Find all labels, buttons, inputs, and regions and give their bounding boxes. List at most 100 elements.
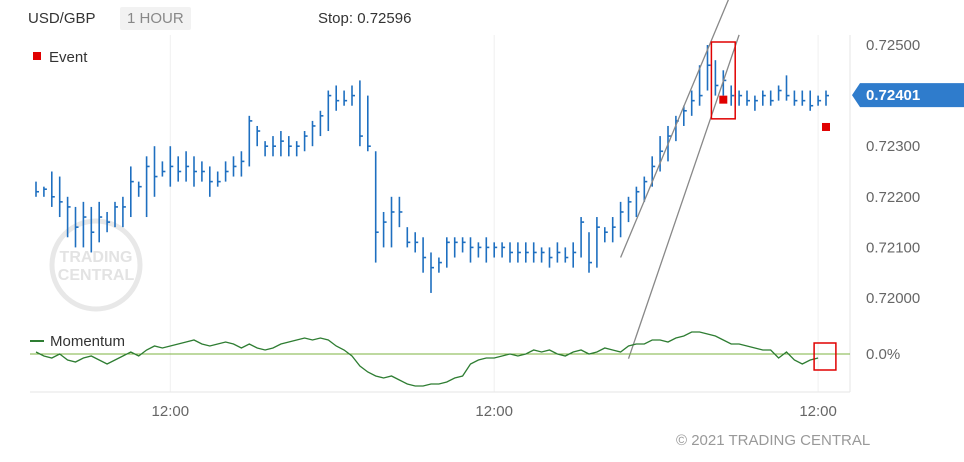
event-markers: [710, 41, 830, 131]
price-bar: [145, 156, 150, 218]
price-bar: [74, 206, 79, 248]
price-bar: [501, 242, 506, 258]
legend-momentum-label: Momentum: [50, 333, 126, 350]
channel-line-2: [620, 0, 729, 258]
price-bar: [58, 176, 63, 218]
price-bar: [461, 237, 466, 253]
price-bar: [619, 201, 624, 238]
price-bar: [390, 196, 395, 248]
price-bar: [82, 201, 87, 248]
price-bar: [106, 211, 111, 233]
price-bar: [469, 237, 474, 263]
price-bar: [50, 171, 55, 207]
price-bar: [224, 161, 229, 182]
price-bar: [477, 242, 482, 258]
price-bar: [248, 115, 253, 167]
price-bar: [122, 196, 126, 228]
price-bar: [509, 242, 513, 263]
price-bar: [769, 90, 774, 106]
price-bar: [272, 136, 276, 157]
price-bar: [698, 65, 703, 106]
price-bar: [327, 90, 332, 132]
price-bar: [493, 242, 498, 258]
price-bar: [193, 156, 197, 187]
price-bar: [280, 131, 284, 157]
watermark-line1: TRADING: [60, 249, 133, 266]
price-bar: [256, 125, 261, 147]
price-bar: [556, 242, 561, 263]
price-bar: [414, 232, 419, 253]
price-bar: [524, 242, 529, 263]
price-bar: [438, 257, 442, 273]
momentum-line: [35, 331, 819, 387]
legend-event: Event: [33, 49, 87, 66]
price-bar: [35, 181, 39, 197]
price-bar: [153, 146, 158, 197]
price-bar: [201, 161, 205, 182]
price-bar: [335, 85, 340, 111]
price-tick-label: 0.72200: [866, 189, 920, 206]
price-bar: [485, 237, 490, 263]
price-bar: [603, 227, 608, 243]
momentum-highlight-box: [813, 342, 837, 371]
price-bar: [627, 196, 632, 223]
event-marker: [719, 95, 728, 104]
price-bar: [422, 237, 427, 273]
price-bar: [540, 247, 545, 263]
currency-pair: USD/GBP: [28, 10, 96, 27]
current-price-label: 0.72401: [852, 83, 964, 108]
momentum-tick-label: 0.0%: [866, 346, 900, 363]
current-price-value: 0.72401: [866, 87, 920, 104]
price-bar: [406, 227, 411, 248]
price-bar: [240, 151, 245, 177]
price-bar: [185, 151, 190, 182]
time-axis: 12:00 12:00 12:00: [152, 403, 837, 420]
price-bar: [114, 201, 118, 228]
price-tick-label: 0.72300: [866, 138, 920, 155]
price-bar: [232, 156, 237, 177]
price-bar: [295, 141, 300, 157]
time-tick-label: 12:00: [799, 403, 837, 420]
price-bar: [532, 242, 537, 263]
price-bar: [611, 217, 616, 243]
event-marker: [822, 122, 830, 131]
price-bar: [564, 247, 569, 263]
chart-header: USD/GBP 1 HOUR Stop: 0.72596: [0, 0, 964, 40]
price-bar: [785, 75, 790, 101]
time-tick-label: 12:00: [475, 403, 513, 420]
price-bar: [98, 201, 103, 243]
price-bar: [287, 136, 292, 157]
price-bar: [311, 120, 316, 147]
price-bar: [714, 60, 719, 96]
price-bar: [817, 95, 822, 106]
price-bar: [374, 151, 379, 263]
price-bar: [382, 211, 387, 248]
price-bar: [137, 181, 142, 197]
price-bar: [572, 242, 577, 268]
price-bar: [453, 237, 458, 258]
price-bar: [351, 85, 355, 106]
price-bar: [635, 186, 640, 218]
price-bar: [430, 252, 434, 293]
price-bar: [682, 105, 687, 126]
price-series: [35, 45, 829, 293]
price-bar: [445, 237, 450, 268]
price-bar: [777, 85, 782, 101]
price-bar: [596, 217, 600, 268]
legend-event-label: Event: [49, 49, 88, 66]
price-bar: [809, 90, 814, 111]
price-bar: [801, 90, 806, 106]
price-bar: [690, 90, 695, 116]
time-tick-label: 12:00: [152, 403, 190, 420]
price-bar: [359, 80, 363, 147]
price-bar: [43, 186, 47, 197]
price-bar: [588, 232, 592, 273]
price-tick-label: 0.72000: [866, 290, 920, 307]
price-bar: [216, 171, 221, 187]
momentum-swatch: [30, 340, 44, 342]
timeframe-button[interactable]: 1 HOUR: [120, 7, 191, 30]
watermark-line2: CENTRAL: [58, 267, 135, 284]
price-bar: [580, 217, 585, 258]
price-bar: [398, 196, 403, 228]
